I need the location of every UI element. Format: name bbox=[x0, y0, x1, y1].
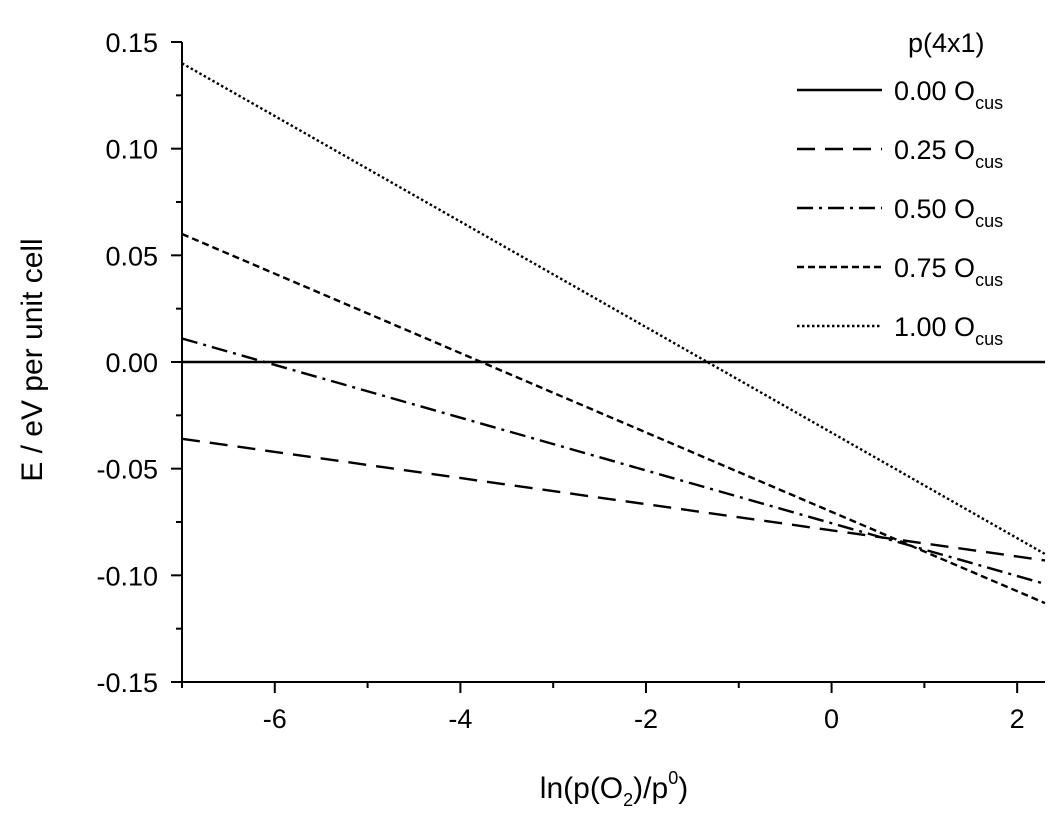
y-tick-label: 0.00 bbox=[105, 348, 158, 378]
legend-label-3: 0.75 Ocus bbox=[894, 253, 1003, 290]
legend-label-4: 1.00 Ocus bbox=[894, 312, 1003, 349]
legend-label-0: 0.00 Ocus bbox=[894, 76, 1003, 113]
legend-label-2: 0.50 Ocus bbox=[894, 194, 1003, 231]
legend-entries: 0.00 Ocus 0.25 Ocus 0.50 Ocus 0.75 Ocus 1.00… bbox=[797, 76, 1003, 349]
y-tick-label: 0.15 bbox=[105, 28, 158, 58]
x-axis-title: ln(p(O2)/p0) bbox=[540, 768, 688, 810]
legend-label-1: 0.25 Ocus bbox=[894, 135, 1003, 172]
x-tick-label: -2 bbox=[634, 704, 658, 734]
series-line-2 bbox=[181, 337, 1046, 586]
series-line-3 bbox=[181, 232, 1046, 605]
legend-title: p(4x1) bbox=[908, 28, 985, 58]
series-group bbox=[181, 62, 1046, 605]
series-line-4 bbox=[181, 62, 1046, 556]
x-tick-label: -4 bbox=[448, 704, 472, 734]
legend: p(4x1) 0.00 Ocus 0.25 Ocus 0.50 Ocus 0.75 O… bbox=[797, 28, 1003, 349]
y-tick-label: -0.15 bbox=[96, 668, 158, 698]
y-tick-label: -0.10 bbox=[96, 561, 158, 591]
y-tick-label: 0.10 bbox=[105, 135, 158, 165]
series-line-1 bbox=[181, 437, 1046, 562]
y-axis: -0.15 -0.10 -0.05 0.00 0.05 0.10 0.15 bbox=[96, 28, 183, 698]
y-tick-label: -0.05 bbox=[96, 455, 158, 485]
y-tick-label: 0.05 bbox=[105, 241, 158, 271]
y-axis-title: E / eV per unit cell bbox=[16, 238, 49, 481]
x-tick-label: 2 bbox=[1010, 704, 1025, 734]
x-tick-label: -6 bbox=[263, 704, 287, 734]
x-axis: -6 -4 -2 0 2 bbox=[181, 681, 1045, 734]
x-tick-label: 0 bbox=[824, 704, 839, 734]
